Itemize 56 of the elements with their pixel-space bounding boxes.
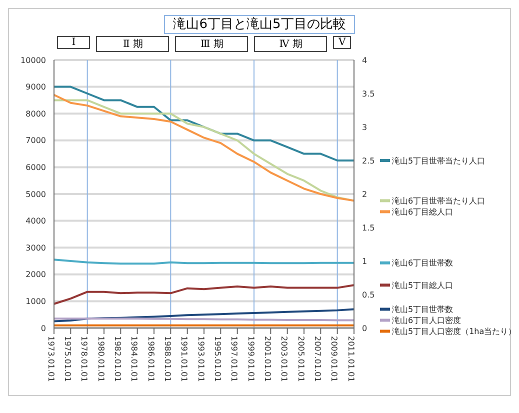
y-tick-label: 6000 — [26, 163, 46, 172]
x-tick-label: 1980.01.01 — [96, 336, 106, 382]
text: Ⅰ — [57, 36, 90, 49]
y2-tick-label: 1.5 — [362, 223, 375, 232]
line-series — [53, 308, 355, 322]
y2-tick-label: 0 — [362, 324, 368, 333]
x-tick-label: 2005.01.01 — [296, 336, 306, 382]
y-tick-label: 5000 — [26, 190, 46, 199]
x-tick-label: 1975.01.01 — [62, 336, 72, 382]
x-tick-label: 1995.01.01 — [212, 336, 222, 382]
y-tick-label: 8000 — [26, 109, 46, 118]
x-tick-label: 1982.01.01 — [112, 336, 122, 382]
y2-tick-label: 3 — [362, 122, 368, 132]
line-series — [53, 284, 355, 305]
line-series — [53, 86, 355, 162]
x-tick-label: 1999.01.01 — [246, 336, 256, 382]
legend-label: 滝山5丁目総人口 — [392, 280, 454, 290]
legend-label: 滝山5丁目人口密度（1ha当たり） — [392, 327, 516, 336]
y2-tick-label: 0.5 — [362, 290, 375, 300]
x-tick-label: 1988.01.01 — [162, 336, 172, 382]
x-tick-label: 1986.01.01 — [146, 336, 156, 382]
y-tick-label: 1000 — [26, 297, 46, 306]
text: Ⅲ 期 — [175, 36, 248, 52]
legend-label: 滝山6丁目世帯数 — [392, 258, 454, 268]
y-tick-label: 4000 — [26, 216, 46, 226]
x-tick-label: 2003.01.01 — [280, 336, 289, 382]
legend-label: 滝山6丁目人口密度 — [392, 316, 462, 326]
legend-label: 滝山5丁目世帯数 — [392, 305, 454, 314]
x-tick-label: 1978.01.01 — [80, 336, 89, 382]
text: Ⅱ 期 — [96, 36, 170, 52]
y-tick-label: 3000 — [26, 243, 46, 252]
y-tick-label: 2000 — [26, 270, 46, 280]
legend-label: 滝山5丁目世帯当たり人口 — [392, 156, 486, 166]
y-tick-label: 0 — [40, 324, 46, 333]
y2-tick-label: 1 — [362, 256, 368, 266]
y2-tick-label: 3.5 — [362, 89, 375, 98]
text: Ⅳ 期 — [254, 36, 328, 52]
x-tick-label: 2011.01.01 — [346, 336, 356, 382]
x-tick-label: 1997.01.01 — [230, 336, 239, 382]
y2-tick-label: 4 — [362, 56, 368, 65]
x-tick-label: 1993.01.01 — [196, 336, 206, 382]
x-tick-label: 2001.01.01 — [262, 336, 272, 382]
x-tick-label: 2009.01.01 — [330, 336, 339, 382]
x-tick-label: 2007.01.01 — [312, 336, 322, 382]
text: Ⅴ — [333, 36, 351, 49]
y-tick-label: 7000 — [26, 136, 46, 146]
legend-label: 滝山6丁目総人口 — [392, 208, 454, 216]
y-tick-label: 10000 — [20, 56, 46, 65]
y2-tick-label: 2 — [362, 190, 368, 199]
legend-label: 滝山6丁目世帯当たり人口 — [392, 196, 486, 206]
x-tick-label: 1991.01.01 — [180, 336, 189, 382]
x-tick-label: 1984.01.01 — [130, 336, 139, 382]
y2-tick-label: 2.5 — [362, 156, 375, 166]
chart-title: 滝山6丁目と滝山5丁目の比較 — [164, 15, 355, 34]
y-tick-label: 9000 — [26, 82, 46, 92]
x-tick-label: 1973.01.01 — [46, 336, 56, 382]
